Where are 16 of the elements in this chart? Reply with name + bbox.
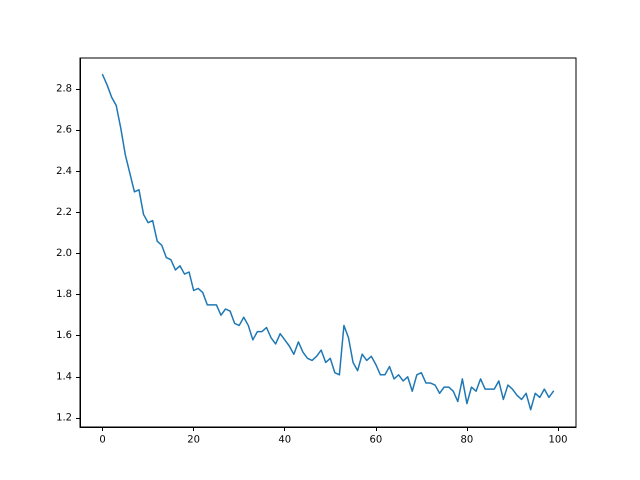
y-tick-label: 1.4 [56, 371, 72, 382]
y-tick-label: 1.8 [56, 289, 72, 300]
y-tick-label: 2.6 [56, 124, 72, 136]
x-tick-label: 80 [460, 434, 474, 446]
y-tick-label: 1.6 [56, 330, 72, 342]
y-tick-label: 1.2 [56, 412, 72, 424]
y-tick-label: 2.0 [56, 248, 72, 259]
line-series [102, 74, 554, 410]
x-tick-label: 20 [187, 434, 200, 446]
y-tick-label: 2.8 [56, 84, 72, 95]
x-tick-label: 100 [548, 434, 568, 446]
x-tick-label: 60 [369, 434, 382, 446]
y-tick-label: 2.4 [56, 166, 72, 177]
x-tick-label: 0 [99, 434, 106, 446]
x-tick-label: 40 [278, 434, 292, 446]
y-tick-label: 2.2 [56, 206, 72, 218]
